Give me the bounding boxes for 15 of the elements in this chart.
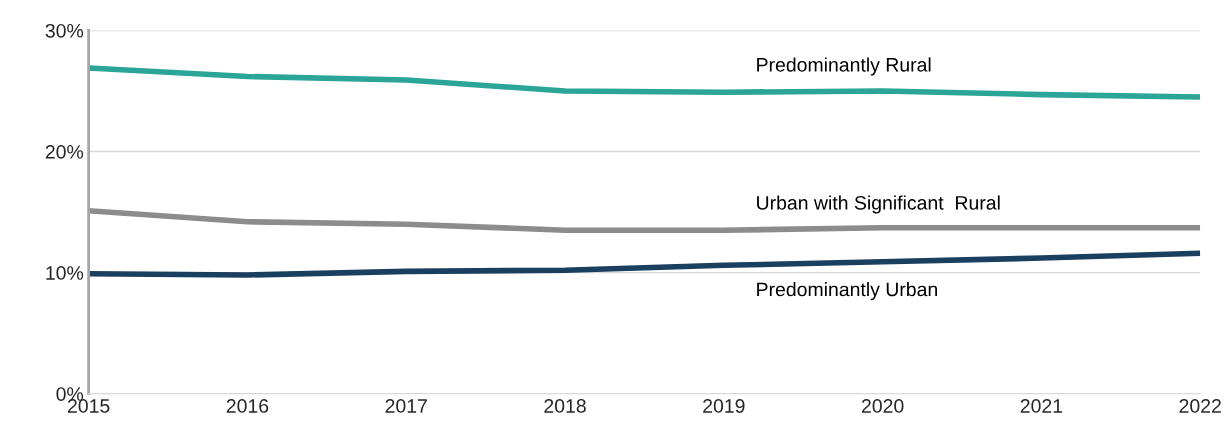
x-tick-label: 2016 bbox=[226, 399, 269, 413]
y-tick-label: 10% bbox=[46, 266, 84, 280]
x-tick-label: 2022 bbox=[1179, 399, 1221, 413]
x-tick-label: 2021 bbox=[1020, 399, 1063, 413]
series-label: Urban with Significant Rural bbox=[757, 195, 1000, 214]
y-tick-label: 30% bbox=[45, 23, 84, 38]
series-label: Predominantly Urban bbox=[757, 282, 937, 301]
x-tick-label: 2020 bbox=[861, 399, 904, 413]
x-tick-label: 2019 bbox=[703, 399, 745, 413]
series-label: Predominantly Rural bbox=[757, 57, 931, 76]
x-tick-label: 2018 bbox=[544, 399, 586, 413]
x-tick-label: 2015 bbox=[67, 399, 110, 413]
y-tick-label: 0% bbox=[56, 387, 84, 401]
x-tick-label: 2017 bbox=[385, 399, 427, 413]
y-tick-label: 20% bbox=[45, 144, 84, 159]
